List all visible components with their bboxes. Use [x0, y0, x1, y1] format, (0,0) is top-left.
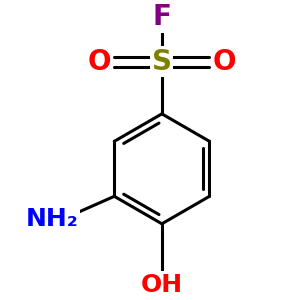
Text: S: S: [152, 48, 172, 76]
Text: NH₂: NH₂: [26, 207, 78, 231]
Text: O: O: [88, 48, 111, 76]
Text: O: O: [212, 48, 236, 76]
Text: F: F: [152, 3, 171, 31]
Text: OH: OH: [141, 273, 183, 297]
